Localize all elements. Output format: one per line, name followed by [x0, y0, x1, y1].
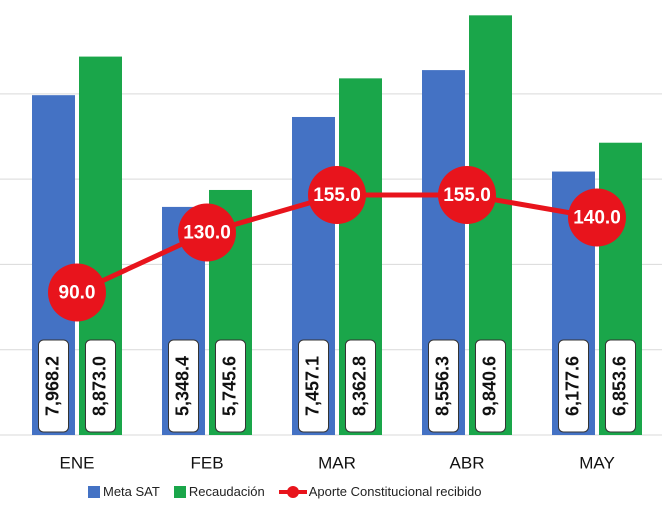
- value-label-box: [298, 339, 329, 433]
- x-tick-label: MAY: [579, 453, 615, 472]
- chart: ENE FEB MAR ABR MAY 7,968.2 5,348.4 7,457.1 8,55…: [0, 15, 662, 472]
- value-label-box: [215, 339, 246, 433]
- line-marker: [438, 166, 496, 224]
- value-label: 8,556.3: [432, 356, 452, 416]
- value-label-box: [38, 339, 69, 433]
- value-label: 5,348.4: [172, 356, 192, 416]
- x-tick-label: FEB: [190, 453, 223, 472]
- legend-item: Meta SAT: [88, 484, 160, 499]
- value-label-box: [428, 339, 459, 433]
- line-marker: [48, 263, 106, 322]
- legend: Meta SAT Recaudación Aporte Constitucional…: [88, 484, 495, 499]
- value-label-box: [85, 339, 116, 433]
- value-label-box: [475, 339, 506, 433]
- legend-label: Meta SAT: [103, 484, 160, 499]
- line-marker: [568, 188, 626, 247]
- x-tick-label: ENE: [60, 453, 95, 472]
- line-value-label: 130.0: [183, 223, 231, 244]
- value-label-box: [605, 339, 636, 433]
- legend-item: Recaudación: [173, 484, 265, 499]
- value-label: 5,745.6: [219, 356, 239, 416]
- value-label-box: [345, 339, 376, 433]
- line-value-label: 90.0: [59, 283, 96, 304]
- line-value-label: 140.0: [573, 208, 621, 229]
- value-label: 8,362.8: [349, 356, 369, 416]
- legend-line: [278, 486, 307, 498]
- line-value-label: 155.0: [313, 185, 361, 206]
- value-label: 6,177.6: [562, 356, 582, 416]
- legend-label: Recaudación: [188, 484, 265, 499]
- x-tick-label: ABR: [450, 453, 485, 472]
- line-value-label: 155.0: [443, 185, 491, 206]
- value-label-box: [558, 339, 589, 433]
- value-label: 8,873.0: [89, 356, 109, 416]
- value-label: 7,968.2: [42, 356, 62, 416]
- value-label-box: [168, 339, 199, 433]
- x-tick-label: MAR: [318, 453, 356, 472]
- legend-item: Aporte Constitucional recibido: [278, 484, 482, 499]
- value-label: 7,457.1: [302, 356, 322, 416]
- line-marker: [178, 203, 236, 262]
- legend-swatch: [173, 486, 186, 498]
- value-label: 6,853.6: [609, 356, 629, 416]
- legend-swatch: [88, 486, 100, 498]
- legend-label: Aporte Constitucional recibido: [308, 484, 482, 499]
- value-label: 9,840.6: [479, 356, 499, 416]
- line-marker: [308, 166, 366, 224]
